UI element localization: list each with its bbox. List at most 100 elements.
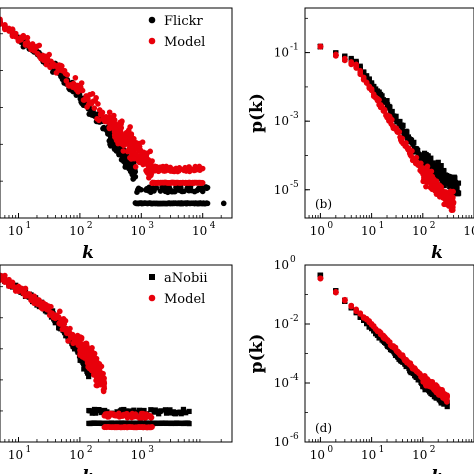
- point-b-1-78: [376, 97, 382, 103]
- point-c-0-453: [183, 410, 189, 416]
- point-b-1-70: [368, 86, 375, 92]
- point-d-1-319: [423, 382, 429, 389]
- xtick-exp-a-1: 2: [87, 221, 93, 231]
- point-b-0-303: [435, 167, 441, 173]
- legend-label-a-1: Model: [164, 35, 205, 50]
- point-c-0-447: [178, 411, 184, 417]
- xtick-exp-b-1: 1: [379, 221, 385, 231]
- ytick-exp-d-0: 0: [290, 255, 296, 265]
- series-c-1: [0, 272, 155, 431]
- point-c-0-329: [91, 406, 98, 413]
- point-d-0-310: [438, 398, 445, 404]
- point-c-0-306: [86, 370, 92, 377]
- xlabel-d: k: [431, 467, 443, 474]
- point-c-0-378: [127, 408, 134, 414]
- point-b-0-201: [455, 180, 462, 186]
- point-c-0-456: [186, 421, 192, 427]
- point-d-1-28: [333, 289, 339, 296]
- point-b-0-274: [455, 191, 461, 197]
- point-b-0-316: [447, 181, 454, 187]
- point-a-0-332: [138, 186, 144, 193]
- point-d-0-12: [317, 272, 324, 278]
- point-d-0-179: [444, 403, 450, 410]
- point-b-0-315: [444, 172, 450, 179]
- point-a-1-279: [106, 114, 113, 120]
- panel-b: 10010110210310-110-310-5kp(k)(b): [247, 7, 474, 263]
- xtick-exp-d-1: 1: [379, 445, 385, 455]
- point-c-1-301: [95, 365, 102, 372]
- xtick-label-b-3: 10: [463, 224, 474, 238]
- point-c-0-430: [167, 407, 173, 413]
- legend-c: aNobii Model: [148, 271, 208, 307]
- point-a-1-101: [78, 80, 85, 86]
- point-a-1-124: [99, 109, 106, 116]
- ytick-exp-d-1: -2: [290, 314, 299, 324]
- ytick-label-b-0: 10: [274, 46, 289, 60]
- point-c-1-95: [48, 303, 54, 310]
- ylabel-b: p(k): [247, 93, 267, 133]
- legend-marker-c-0: [149, 274, 155, 280]
- point-a-0-319: [127, 165, 134, 171]
- point-c-0-404: [148, 407, 154, 413]
- xtick-exp-b-0: 0: [327, 221, 333, 231]
- point-b-0-121: [411, 139, 417, 145]
- panel-tag-b: (b): [315, 197, 332, 211]
- point-a-1-316: [119, 141, 125, 147]
- panel-tag-d: (d): [315, 421, 332, 435]
- axes-frame-b: [304, 7, 474, 219]
- point-b-1-268: [447, 188, 454, 195]
- point-c-1-109: [57, 308, 63, 315]
- point-b-0-288: [428, 155, 434, 161]
- ytick-exp-d-3: -6: [290, 432, 299, 442]
- point-c-1-462: [148, 414, 155, 421]
- point-b-1-37: [342, 56, 348, 63]
- ytick-label-d-1: 10: [274, 317, 289, 331]
- point-a-0-452: [199, 188, 206, 195]
- point-b-0-212: [451, 174, 457, 180]
- xtick-label-a-1: 10: [69, 224, 84, 238]
- legend-marker-a-0: [148, 16, 156, 24]
- point-c-1-295: [100, 387, 107, 393]
- point-c-1-313: [98, 370, 105, 376]
- point-b-0-79: [379, 93, 385, 99]
- point-a-1-102: [79, 87, 86, 94]
- point-d-0-319: [429, 390, 435, 396]
- point-a-1-54: [36, 42, 43, 49]
- point-a-0-318: [132, 168, 139, 175]
- ytick-label-b-1: 10: [274, 114, 289, 128]
- legend-marker-c-1: [148, 294, 156, 302]
- point-a-1-303: [126, 131, 133, 138]
- point-b-0-290: [440, 179, 446, 185]
- point-a-1-468: [199, 180, 206, 186]
- point-a-1-275: [132, 163, 139, 170]
- point-a-1-40: [24, 34, 31, 41]
- point-d-1-12: [317, 275, 324, 282]
- point-b-0-42: [348, 55, 354, 62]
- point-b-1-319: [447, 197, 454, 204]
- point-a-1-65: [46, 51, 52, 58]
- point-a-1-37: [20, 34, 27, 41]
- point-b-1-12: [317, 43, 324, 50]
- point-b-0-312: [435, 171, 441, 177]
- point-d-1-47: [348, 303, 355, 309]
- point-b-0-112: [404, 129, 410, 135]
- point-c-0-317: [82, 363, 88, 369]
- point-b-1-283: [449, 207, 456, 213]
- point-b-1-312: [423, 175, 429, 182]
- legend-label-a-0: Flickr: [164, 14, 203, 29]
- point-b-0-313: [446, 176, 452, 182]
- point-a-1-311: [127, 141, 134, 147]
- xtick-label-c-0: 10: [8, 448, 23, 462]
- point-c-1-54: [22, 285, 29, 292]
- point-b-0-293: [427, 159, 433, 165]
- point-a-1-97: [75, 89, 81, 95]
- xtick-label-b-1: 10: [361, 224, 376, 238]
- xlabel-b: k: [431, 243, 443, 263]
- xtick-exp-a-0: 1: [25, 221, 31, 231]
- point-c-0-457: [186, 408, 192, 415]
- point-a-1-267: [138, 152, 145, 159]
- point-a-1-262: [141, 158, 147, 165]
- point-a-0-460: [204, 200, 211, 207]
